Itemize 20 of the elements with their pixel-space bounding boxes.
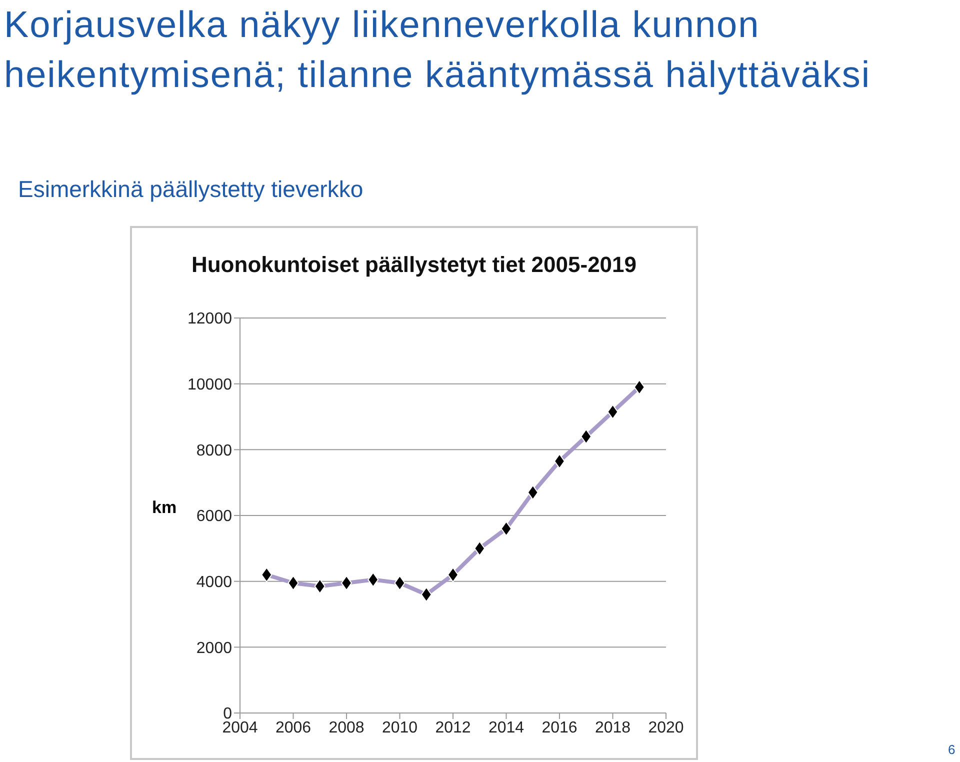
- text: Huonokuntoiset päällystetyt tiet 2005-2019: [190, 252, 638, 278]
- x-tick-label: 2014: [488, 719, 524, 736]
- chart-title: Korjausvelka näkyy liikenneverkolla kunnon heikentymisenä; tilanne kääntymässä hälyttäväksi: [4, 3, 872, 97]
- y-tick-label: 4000: [196, 574, 232, 592]
- y-tick-label: 2000: [196, 640, 232, 657]
- x-tick-label: 2010: [382, 719, 418, 736]
- y-tick-label: 8000: [196, 442, 232, 460]
- x-tick-label: 2020: [648, 719, 684, 736]
- y-tick-label: 12000: [188, 310, 232, 328]
- text: 6: [948, 742, 956, 757]
- x-tick-label: 2004: [222, 719, 258, 736]
- y-axis-title: km: [152, 498, 177, 518]
- chart-subtitle: Esimerkkinä päällystetty tieverkko: [18, 176, 364, 203]
- x-tick-label: 2008: [328, 719, 364, 736]
- y-tick-label: 10000: [188, 376, 232, 394]
- y-tick-label: 6000: [196, 508, 232, 526]
- x-tick-label: 2016: [542, 719, 578, 736]
- x-tick-label: 2018: [594, 719, 631, 736]
- x-tick-label: 2012: [435, 719, 471, 736]
- x-tick-label: 2006: [275, 719, 312, 736]
